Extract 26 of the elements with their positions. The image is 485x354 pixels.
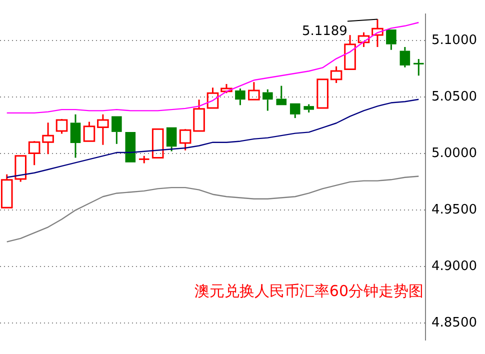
candlestick <box>262 88 273 112</box>
candlestick <box>206 86 219 109</box>
candlestick <box>42 122 54 155</box>
candlestick <box>400 46 410 68</box>
candlestick <box>28 140 40 166</box>
candlestick <box>414 58 424 76</box>
candlestick <box>290 103 300 119</box>
candlestick <box>70 114 81 158</box>
candlestick <box>193 98 205 132</box>
y-tick-label: 4.9000 <box>432 259 478 274</box>
candlestick <box>97 114 109 146</box>
candlestick <box>112 116 122 145</box>
candlestick <box>248 81 260 100</box>
candlestick <box>276 85 287 106</box>
y-tick-label: 5.0000 <box>432 146 478 162</box>
y-tick-label: 5.1000 <box>432 32 478 48</box>
candlestick <box>304 103 314 114</box>
candlestick <box>386 30 396 51</box>
candlestick <box>372 18 384 48</box>
text: 澳元兑换人民币汇率60分钟走势图 <box>194 282 424 300</box>
y-tick-label: 4.8500 <box>432 316 478 331</box>
y-tick-label: 5.0500 <box>432 90 478 104</box>
y-tick-label: 4.9500 <box>432 202 478 218</box>
annotation: 5.1189 <box>302 24 348 40</box>
candlestick <box>235 88 246 106</box>
candlestick <box>344 34 356 70</box>
